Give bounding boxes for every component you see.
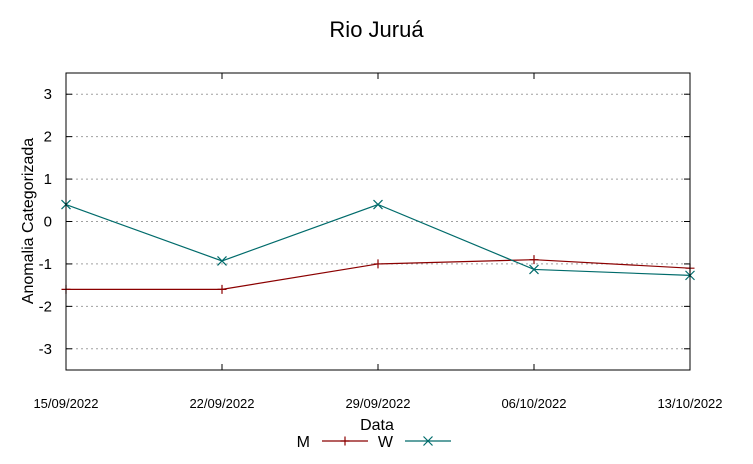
y-axis-ticks: 3 2 1 0 -1 -2 -3 xyxy=(39,86,690,358)
data-point-m xyxy=(373,259,383,269)
x-tick-label: 06/10/2022 xyxy=(501,396,566,411)
x-tick-label: 13/10/2022 xyxy=(657,396,722,411)
chart-title: Rio Juruá xyxy=(329,17,424,42)
y-tick-label: 1 xyxy=(44,171,52,188)
gridlines xyxy=(66,93,690,350)
y-tick-label: -2 xyxy=(39,298,52,315)
y-tick-label: -3 xyxy=(39,341,52,358)
x-axis-label: Data xyxy=(360,417,394,434)
y-tick-label: 2 xyxy=(44,129,52,146)
data-point-m xyxy=(217,284,227,294)
x-tick-label: 22/09/2022 xyxy=(189,396,254,411)
data-point-w xyxy=(529,264,539,275)
legend-label-w: W xyxy=(378,434,394,451)
y-tick-label: 3 xyxy=(44,86,52,103)
legend-marker-m xyxy=(340,436,350,446)
x-tick-label: 29/09/2022 xyxy=(345,396,410,411)
y-tick-label: 0 xyxy=(44,214,52,231)
data-point-w xyxy=(373,199,383,210)
y-axis-label: Anomalia Categorizada xyxy=(20,138,37,304)
series-group xyxy=(61,199,695,294)
legend-marker-w xyxy=(423,436,433,446)
y-tick-label: -1 xyxy=(39,256,52,273)
series-m xyxy=(61,255,695,294)
x-tick-label: 15/09/2022 xyxy=(33,396,98,411)
x-axis-ticks: 15/09/2022 22/09/2022 29/09/2022 06/10/2022… xyxy=(33,73,723,411)
data-point-m xyxy=(529,255,539,265)
data-point-w xyxy=(217,256,227,266)
legend-label-m: M xyxy=(297,434,310,451)
